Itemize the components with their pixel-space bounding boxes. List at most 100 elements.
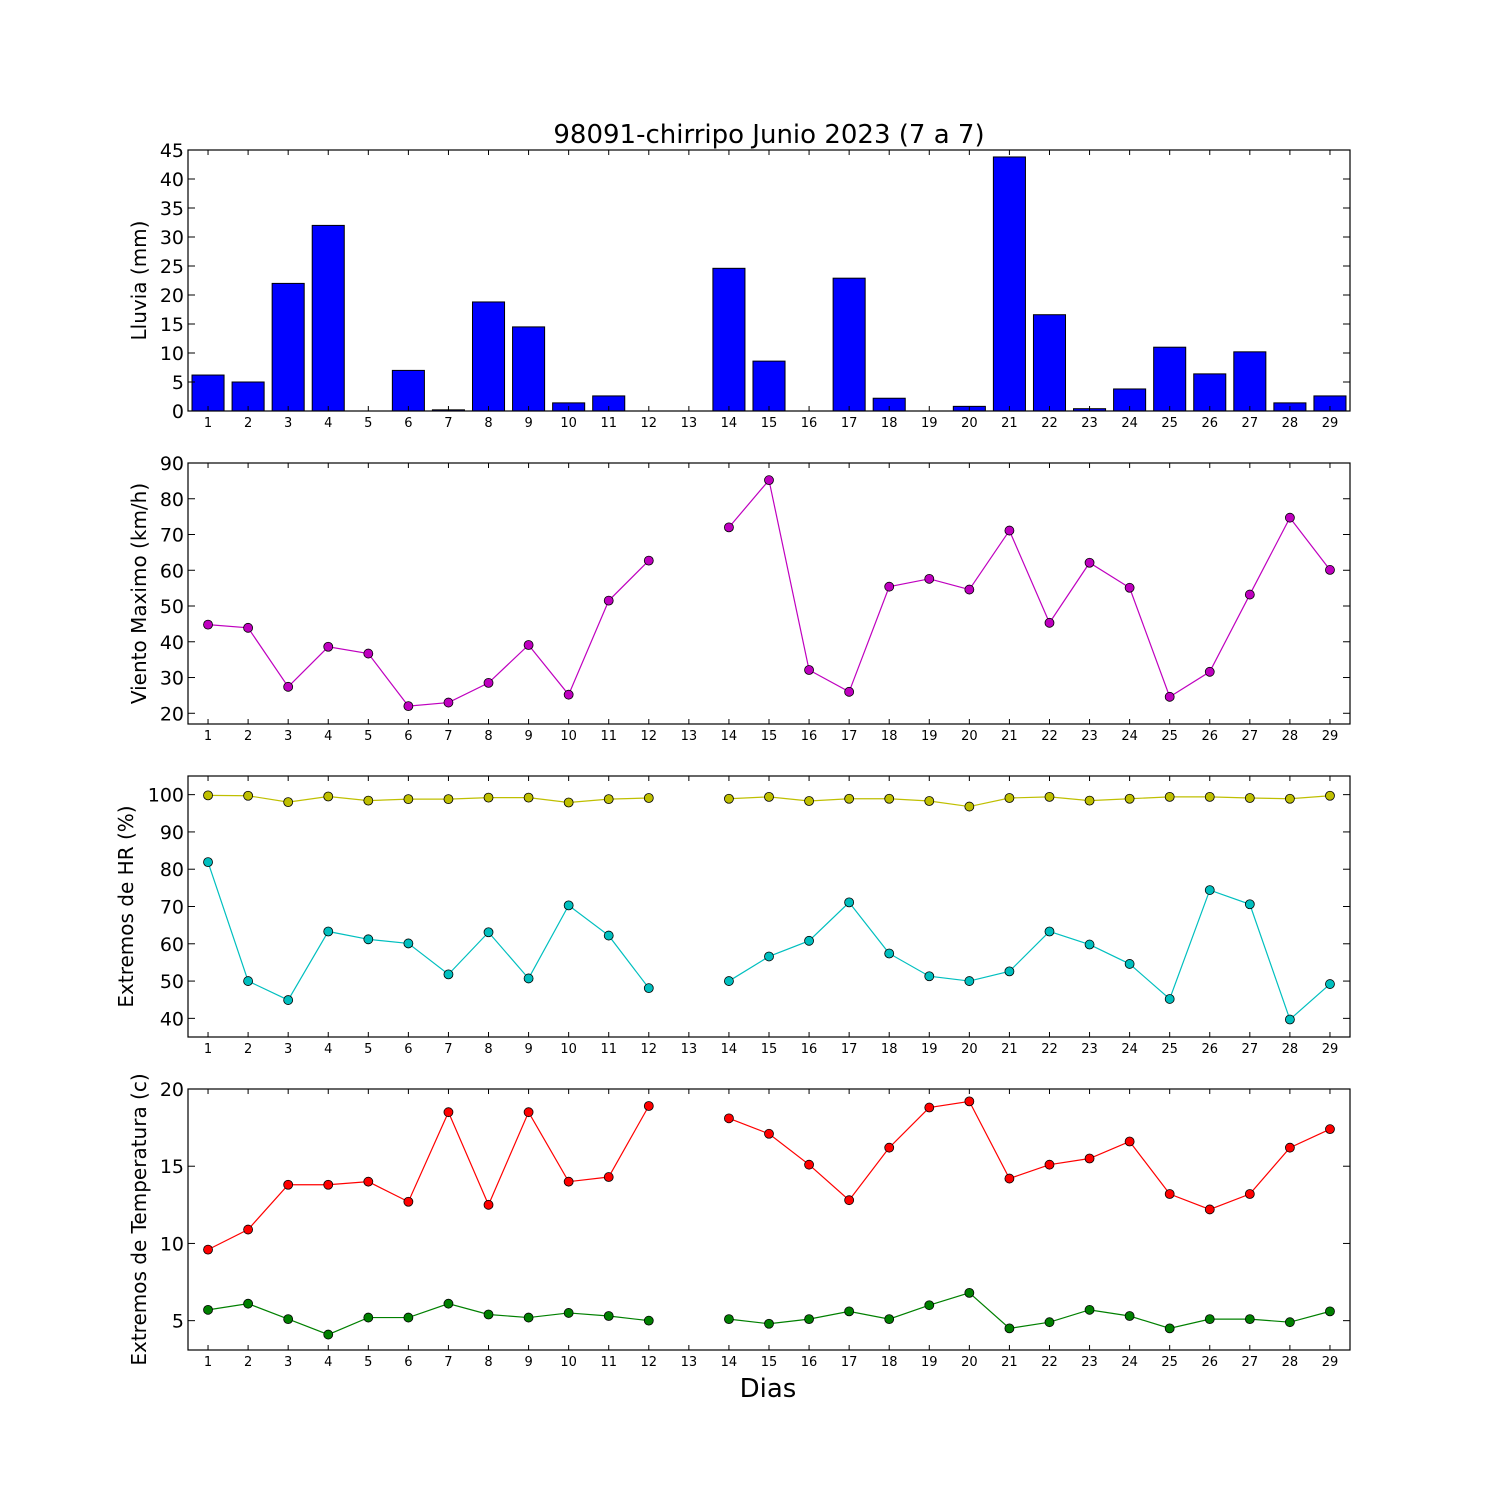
series-1-point-day-6 [403, 701, 414, 712]
x-tick-label: 23 [1081, 416, 1098, 431]
x-tick-label: 17 [841, 1355, 858, 1370]
x-tick-label: 9 [524, 1355, 532, 1370]
series-1-point-day-6 [403, 1196, 414, 1207]
x-tick-label: 6 [404, 1355, 412, 1370]
bar-day-4 [311, 224, 345, 412]
series-1-point-day-26 [1204, 666, 1215, 677]
x-tick-label: 29 [1322, 416, 1339, 431]
y-tick-label: 15 [160, 314, 184, 336]
series-2-point-day-11 [603, 930, 614, 941]
series-2-point-day-15 [764, 951, 774, 962]
series-1-point-day-5 [363, 648, 374, 659]
x-tick-label: 26 [1201, 1042, 1218, 1057]
series-1-point-day-23 [1084, 795, 1095, 806]
x-tick-label: 22 [1041, 416, 1058, 431]
x-tick-label: 29 [1322, 1355, 1339, 1370]
x-tick-label: 24 [1121, 729, 1138, 744]
bar-day-3 [271, 282, 305, 412]
series-2-point-day-17 [844, 897, 855, 908]
x-tick-label: 3 [284, 1042, 292, 1057]
x-tick-label: 23 [1081, 729, 1098, 744]
series-2-point-day-4 [323, 926, 334, 937]
x-tick-label: 17 [841, 729, 858, 744]
series-1-point-day-14 [724, 793, 734, 804]
x-tick-label: 26 [1201, 1355, 1218, 1370]
series-1-point-day-11 [603, 794, 614, 805]
chart-title: 98091-chirripo Junio 2023 (7 a 7) [553, 120, 984, 150]
x-tick-label: 12 [641, 1355, 658, 1370]
series-1-point-day-27 [1244, 589, 1255, 600]
x-tick-label: 10 [560, 729, 577, 744]
series-1-point-day-15 [764, 1128, 774, 1139]
y-tick-label: 60 [160, 934, 184, 956]
x-tick-label: 22 [1041, 1355, 1058, 1370]
x-axis-label: Dias [740, 1374, 797, 1404]
panel-3: 1 2 3 4 5 6 7 8 9 10 11 12 13 14 15 16 17 18 19 20 21 22 23 24 2… [114, 775, 1351, 1057]
y-tick-label: 80 [160, 859, 184, 881]
y-tick-label: 25 [160, 256, 184, 278]
series-1-point-day-17 [844, 793, 855, 804]
y-tick-label: 60 [160, 560, 184, 582]
y-tick-label: 45 [160, 140, 184, 162]
series-2-point-day-21 [1004, 1323, 1015, 1334]
series-1-point-day-12 [643, 1101, 654, 1111]
bar-day-14 [712, 267, 746, 412]
series-1-line-2 [728, 795, 1331, 808]
series-2-point-day-9 [523, 973, 534, 984]
series-1-point-day-11 [603, 595, 614, 606]
x-tick-label: 2 [244, 729, 252, 744]
x-tick-label: 17 [841, 416, 858, 431]
series-1-point-day-20 [964, 801, 975, 812]
series-2-point-day-24 [1124, 1311, 1135, 1321]
x-tick-label: 9 [524, 416, 532, 431]
series-2-point-day-11 [603, 1311, 614, 1321]
x-tick-label: 29 [1322, 1042, 1339, 1057]
x-tick-label: 11 [600, 1355, 617, 1370]
x-tick-label: 28 [1282, 1042, 1299, 1057]
series-1-point-day-1 [203, 1244, 213, 1255]
x-tick-label: 4 [324, 1355, 332, 1370]
series-1-point-day-4 [323, 641, 334, 652]
series-1-point-day-7 [443, 697, 454, 708]
x-tick-label: 21 [1001, 416, 1018, 431]
series-1-point-day-8 [483, 677, 494, 688]
series-2-point-day-18 [884, 948, 895, 959]
series-2-point-day-22 [1044, 1317, 1055, 1328]
panel-2: 1 2 3 4 5 6 7 8 9 10 11 12 13 14 15 16 17 18 19 20 21 22 23 24 2… [127, 453, 1351, 744]
x-tick-label: 22 [1041, 729, 1058, 744]
series-1-point-day-4 [323, 1179, 334, 1190]
x-tick-label: 10 [560, 1355, 577, 1370]
series-2-point-day-1 [203, 1304, 213, 1315]
series-2-line-2 [728, 1292, 1331, 1330]
x-tick-label: 16 [801, 416, 818, 431]
x-tick-label: 3 [284, 1355, 292, 1370]
panel-1: 1 2 3 4 5 6 7 8 9 10 11 12 13 14 15 16 17 18 19 20 21 22 23 24 2… [127, 140, 1351, 431]
y-tick-label: 20 [160, 703, 184, 725]
series-2-point-day-17 [844, 1306, 855, 1317]
series-2-point-day-6 [403, 938, 414, 949]
x-tick-label: 22 [1041, 1042, 1058, 1057]
x-tick-label: 18 [881, 729, 898, 744]
x-tick-label: 24 [1121, 1355, 1138, 1370]
series-2-point-day-27 [1244, 899, 1255, 910]
x-tick-label: 15 [761, 1042, 778, 1057]
series-1-point-day-26 [1204, 1204, 1215, 1215]
x-tick-label: 13 [681, 1355, 698, 1370]
y-tick-label: 50 [160, 596, 184, 618]
x-tick-label: 8 [484, 1042, 492, 1057]
series-1-point-day-19 [924, 796, 935, 806]
bar-day-9 [512, 326, 546, 412]
x-tick-label: 15 [761, 416, 778, 431]
series-1-point-day-2 [243, 790, 254, 801]
series-2-point-day-5 [363, 934, 374, 945]
series-2-point-day-28 [1284, 1014, 1295, 1025]
series-2-point-day-9 [523, 1312, 534, 1323]
y-tick-label: 40 [160, 169, 184, 191]
series-2-point-day-8 [483, 927, 494, 938]
x-tick-label: 24 [1121, 1042, 1138, 1057]
x-tick-label: 12 [641, 416, 658, 431]
y-tick-label: 40 [160, 632, 184, 654]
y-tick-label: 80 [160, 489, 184, 511]
series-1-point-day-5 [363, 1176, 374, 1187]
y-tick-label: 100 [148, 785, 184, 807]
